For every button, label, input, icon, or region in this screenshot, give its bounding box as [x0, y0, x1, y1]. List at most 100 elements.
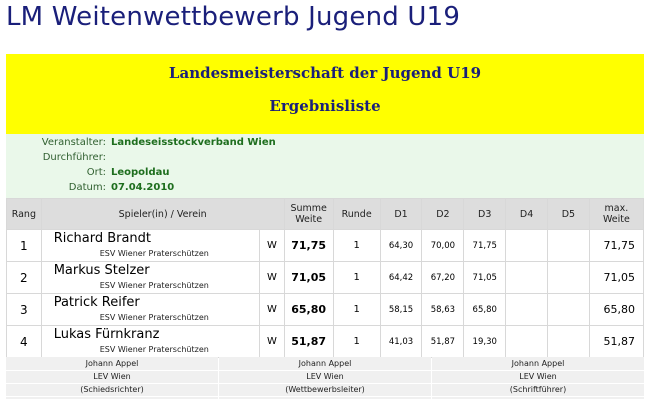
- row-d1: 64,30: [379, 229, 423, 262]
- table-header-row: Rang Spieler(in) / Verein Summe Weite Ru…: [6, 198, 645, 230]
- official-org: LEV Wien: [432, 371, 644, 384]
- official-recorder: Johann Appel LEV Wien (Schriftführer): [432, 357, 644, 399]
- official-role: (Schiedsrichter): [6, 384, 218, 397]
- row-d1: 58,15: [379, 293, 423, 326]
- row-round: 1: [332, 261, 381, 294]
- official-name: Johann Appel: [432, 358, 644, 371]
- row-d5: [546, 293, 590, 326]
- row-sum: 71,05: [283, 261, 334, 294]
- player-name: Richard Brandt: [53, 231, 152, 246]
- row-rank: 1: [6, 229, 42, 262]
- official-referee: Johann Appel LEV Wien (Schiedsrichter): [6, 357, 218, 399]
- info-row-organizer: Veranstalter: Landeseisstockverband Wien: [6, 135, 644, 150]
- row-gender: W: [259, 229, 285, 262]
- info-label: Veranstalter:: [41, 137, 106, 148]
- page-title: LM Weitenwettbewerb Jugend U19: [6, 2, 461, 32]
- row-gender: W: [259, 261, 285, 294]
- row-d3: 65,80: [463, 293, 507, 326]
- row-d1: 41,03: [379, 325, 423, 358]
- row-d3: 19,30: [463, 325, 507, 358]
- banner-subtitle: Ergebnisliste: [269, 97, 381, 115]
- row-d4: [505, 325, 548, 358]
- row-d5: [546, 229, 590, 262]
- row-player: Lukas Fürnkranz ESV Wiener Praterschütze…: [40, 325, 261, 358]
- header-rank: Rang: [6, 198, 42, 230]
- row-d4: [505, 229, 548, 262]
- table-row: 3 Patrick Reifer ESV Wiener Praterschütz…: [6, 293, 645, 326]
- row-gender: W: [259, 293, 285, 326]
- row-gender: W: [259, 325, 285, 358]
- row-max: 71,75: [588, 229, 645, 262]
- banner-title: Landesmeisterschaft der Jugend U19: [168, 64, 482, 82]
- official-role: (Schriftführer): [432, 384, 644, 397]
- row-d2: 67,20: [421, 261, 465, 294]
- info-row-location: Ort: Leopoldau: [6, 165, 644, 180]
- event-info: Veranstalter: Landeseisstockverband Wien…: [6, 134, 644, 198]
- row-d4: [505, 261, 548, 294]
- player-name: Patrick Reifer: [53, 295, 140, 310]
- row-d1: 64,42: [379, 261, 423, 294]
- official-role: (Wettbewerbsleiter): [219, 384, 431, 397]
- header-d5: D5: [546, 198, 590, 230]
- row-max: 65,80: [588, 293, 645, 326]
- header-max: max. Weite: [588, 198, 645, 230]
- info-value: 07.04.2010: [111, 182, 175, 193]
- row-rank: 3: [6, 293, 42, 326]
- table-row: 2 Markus Stelzer ESV Wiener Praterschütz…: [6, 261, 645, 294]
- row-max: 51,87: [588, 325, 645, 358]
- row-d2: 70,00: [421, 229, 465, 262]
- row-d3: 71,75: [463, 229, 507, 262]
- header-sum: Summe Weite: [283, 198, 334, 230]
- official-org: LEV Wien: [6, 371, 218, 384]
- row-d3: 71,05: [463, 261, 507, 294]
- official-name: Johann Appel: [219, 358, 431, 371]
- row-d5: [546, 325, 590, 358]
- row-sum: 51,87: [283, 325, 334, 358]
- header-d2: D2: [421, 198, 465, 230]
- row-round: 1: [332, 229, 381, 262]
- row-player: Markus Stelzer ESV Wiener Praterschützen: [40, 261, 261, 294]
- row-player: Richard Brandt ESV Wiener Praterschützen: [40, 229, 261, 262]
- info-row-executor: Durchführer:: [6, 150, 644, 165]
- info-label: Ort:: [86, 167, 106, 178]
- row-round: 1: [332, 325, 381, 358]
- player-club: ESV Wiener Praterschützen: [99, 281, 209, 290]
- player-club: ESV Wiener Praterschützen: [99, 249, 209, 258]
- row-d2: 58,63: [421, 293, 465, 326]
- header-max-line2: Weite: [602, 214, 630, 225]
- row-d5: [546, 261, 590, 294]
- row-sum: 71,75: [283, 229, 334, 262]
- official-competition-leader: Johann Appel LEV Wien (Wettbewerbsleiter…: [219, 357, 431, 399]
- row-round: 1: [332, 293, 381, 326]
- info-row-date: Datum: 07.04.2010: [6, 180, 644, 195]
- info-value: Leopoldau: [111, 167, 170, 178]
- officials-footer: Johann Appel LEV Wien (Schiedsrichter) J…: [6, 357, 644, 399]
- header-round: Runde: [332, 198, 381, 230]
- player-club: ESV Wiener Praterschützen: [99, 313, 209, 322]
- result-banner: Landesmeisterschaft der Jugend U19 Ergeb…: [6, 54, 644, 134]
- player-name: Markus Stelzer: [53, 263, 150, 278]
- player-club: ESV Wiener Praterschützen: [99, 345, 209, 354]
- header-d1: D1: [379, 198, 423, 230]
- row-d2: 51,87: [421, 325, 465, 358]
- header-d3: D3: [463, 198, 507, 230]
- row-max: 71,05: [588, 261, 645, 294]
- header-max-line1: max.: [604, 203, 629, 214]
- header-sum-line1: Summe: [290, 203, 327, 214]
- info-label: Datum:: [68, 182, 106, 193]
- official-name: Johann Appel: [6, 358, 218, 371]
- table-row: 1 Richard Brandt ESV Wiener Praterschütz…: [6, 229, 645, 262]
- row-d4: [505, 293, 548, 326]
- row-rank: 4: [6, 325, 42, 358]
- row-player: Patrick Reifer ESV Wiener Praterschützen: [40, 293, 261, 326]
- header-sum-line2: Weite: [295, 214, 323, 225]
- info-value: Landeseisstockverband Wien: [111, 137, 276, 148]
- player-name: Lukas Fürnkranz: [53, 327, 160, 342]
- info-label: Durchführer:: [42, 152, 106, 163]
- official-org: LEV Wien: [219, 371, 431, 384]
- header-player: Spieler(in) / Verein: [40, 198, 285, 230]
- table-row: 4 Lukas Fürnkranz ESV Wiener Praterschüt…: [6, 325, 645, 358]
- row-rank: 2: [6, 261, 42, 294]
- results-table: Rang Spieler(in) / Verein Summe Weite Ru…: [6, 198, 645, 358]
- row-sum: 65,80: [283, 293, 334, 326]
